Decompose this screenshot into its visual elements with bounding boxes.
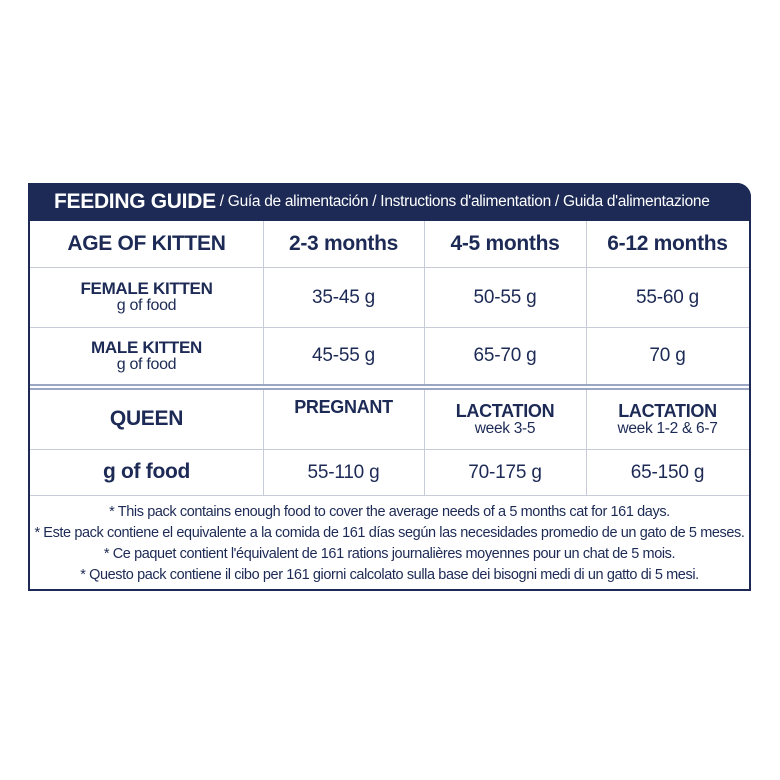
feeding-guide-subtitle: / Guía de alimentación / Instructions d'…	[219, 193, 710, 210]
female-kitten-value: 50-55 g	[473, 286, 537, 308]
queen-column-title: PREGNANT	[294, 397, 393, 417]
queen-food-value: 70-175 g	[468, 461, 542, 483]
queen-column-subtitle: week 3-5	[474, 419, 536, 437]
queen-food-value: 65-150 g	[630, 461, 705, 483]
male-kitten-sublabel: g of food	[116, 355, 177, 373]
column-divider	[586, 221, 587, 384]
male-kitten-label: MALE KITTEN	[91, 337, 202, 357]
queen-column-title: LACTATION	[455, 400, 555, 421]
male-kitten-value: 70 g	[649, 345, 686, 367]
column-divider	[424, 221, 425, 384]
column-divider	[424, 390, 425, 495]
feeding-guide-header: FEEDING GUIDE / Guía de alimentación / I…	[28, 183, 751, 221]
footnote: * Este pack contiene el equivalente a la…	[34, 524, 745, 541]
queen-column-lactation-1-2-6-7: LACTATION week 1-2 & 6-7	[586, 390, 749, 449]
feeding-guide-title: FEEDING GUIDE	[54, 190, 216, 213]
age-of-kitten-header: AGE OF KITTEN	[67, 231, 226, 255]
row-divider	[30, 327, 749, 328]
queen-food-label: g of food	[102, 460, 191, 484]
column-divider	[263, 221, 264, 384]
footnote: * Ce paquet contient l'équivalent de 161…	[103, 545, 676, 562]
column-divider	[263, 390, 264, 495]
male-kitten-value: 45-55 g	[311, 345, 376, 367]
male-kitten-value: 65-70 g	[473, 345, 537, 367]
female-kitten-row-label: FEMALE KITTEN g of food	[30, 268, 263, 327]
row-divider	[30, 267, 749, 268]
male-kitten-row-label: MALE KITTEN g of food	[30, 328, 263, 384]
queen-column-pregnant: PREGNANT	[263, 390, 424, 442]
age-column-2-3-months: 2-3 months	[288, 231, 398, 255]
row-divider	[30, 449, 749, 450]
female-kitten-sublabel: g of food	[116, 297, 177, 315]
queen-label: QUEEN	[109, 407, 184, 431]
female-kitten-label: FEMALE KITTEN	[80, 279, 213, 299]
row-divider	[30, 495, 749, 496]
queen-food-value: 55-110 g	[307, 461, 380, 483]
female-kitten-value: 35-45 g	[311, 286, 376, 308]
female-kitten-value: 55-60 g	[635, 286, 700, 308]
footnote: * Questo pack contiene il cibo per 161 g…	[80, 566, 699, 583]
queen-column-lactation-3-5: LACTATION week 3-5	[424, 390, 586, 449]
footnote: * This pack contains enough food to cove…	[109, 503, 670, 520]
feeding-guide-card: FEEDING GUIDE / Guía de alimentación / I…	[28, 183, 751, 591]
age-column-4-5-months: 4-5 months	[450, 231, 560, 255]
age-column-6-12-months: 6-12 months	[607, 231, 728, 255]
column-divider	[586, 390, 587, 495]
queen-column-subtitle: week 1-2 & 6-7	[617, 419, 718, 437]
footnotes: * This pack contains enough food to cove…	[30, 496, 749, 591]
section-double-divider	[30, 384, 749, 390]
queen-column-title: LACTATION	[618, 400, 717, 421]
